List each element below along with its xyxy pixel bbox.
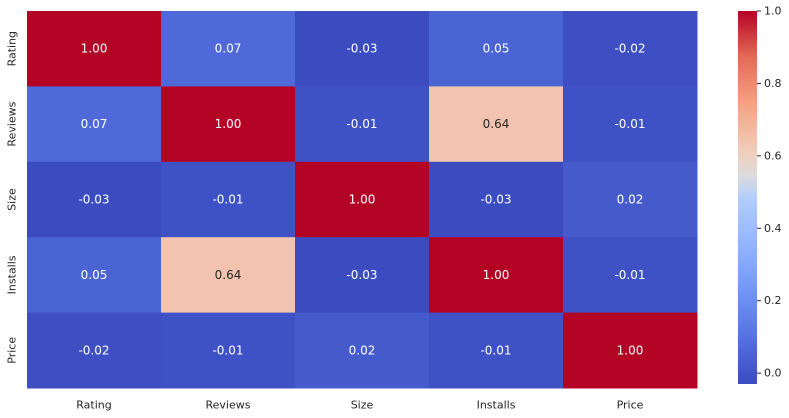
cell-value-label-0-0: 1.00 [81, 42, 108, 56]
heatmap-cell-0-1 [161, 11, 296, 87]
heatmap-cell-2-2 [295, 161, 430, 238]
heatmap-cell-2-1 [161, 161, 296, 238]
y-tick-label-2: Size [6, 188, 19, 211]
cell-value-label-3-0: 0.05 [81, 268, 108, 282]
cell-value-label-3-4: -0.01 [614, 268, 645, 282]
heatmap-cell-4-3 [429, 312, 564, 389]
colorbar-tick-label-5: 1.0 [764, 5, 782, 18]
heatmap-cell-1-3 [429, 86, 564, 163]
cell-value-label-0-4: -0.02 [614, 42, 645, 56]
heatmap-cell-4-4 [563, 312, 698, 389]
heatmap-cell-3-2 [295, 237, 430, 314]
y-tick-label-0: Rating [6, 31, 19, 66]
cell-value-label-0-1: 0.07 [215, 42, 242, 56]
cell-value-label-4-1: -0.01 [212, 343, 243, 357]
cell-value-label-2-4: 0.02 [617, 193, 644, 207]
y-tick-label-1: Reviews [6, 101, 19, 146]
cell-value-label-1-3: 0.64 [483, 117, 510, 131]
cell-value-label-3-2: -0.03 [346, 268, 377, 282]
heatmap-cell-1-2 [295, 86, 430, 163]
cell-value-label-3-3: 1.00 [483, 268, 510, 282]
colorbar-tick-label-2: 0.4 [764, 222, 782, 235]
x-axis-ticks: Rating Reviews Size Installs Price [76, 399, 643, 412]
cell-value-label-1-2: -0.01 [346, 117, 377, 131]
colorbar-tick-label-4: 0.8 [764, 77, 782, 90]
heatmap-cell-0-4 [563, 11, 698, 87]
colorbar: 0.0 0.2 0.4 0.6 0.8 1.0 [738, 5, 782, 384]
y-tick-label-4: Price [6, 337, 19, 364]
colorbar-tick-label-3: 0.6 [764, 149, 782, 162]
colorbar-tick-label-1: 0.2 [764, 294, 782, 307]
heatmap-cell-1-4 [563, 86, 698, 163]
x-tick-label-1: Reviews [206, 399, 251, 412]
cell-value-label-4-2: 0.02 [349, 343, 376, 357]
x-tick-label-2: Size [351, 399, 374, 412]
cell-value-label-4-0: -0.02 [78, 343, 109, 357]
heatmap-cell-2-3 [429, 161, 564, 238]
cell-value-label-3-1: 0.64 [215, 268, 242, 282]
x-tick-label-0: Rating [76, 399, 111, 412]
heatmap-cell-2-4 [563, 161, 698, 238]
heatmap-cells: 1.00 0.07 -0.03 0.05 -0.02 0.07 1.00 -0.01 0.64 -… [27, 11, 698, 389]
cell-value-label-2-2: 1.00 [349, 193, 376, 207]
heatmap-cell-1-1 [161, 86, 296, 163]
cell-value-label-4-3: -0.01 [480, 343, 511, 357]
cell-value-label-4-4: 1.00 [617, 343, 644, 357]
colorbar-gradient [738, 11, 757, 384]
heatmap-cell-2-0 [27, 161, 162, 238]
heatmap-cell-4-2 [295, 312, 430, 389]
y-tick-label-3: Installs [6, 255, 19, 294]
x-tick-label-3: Installs [477, 399, 516, 412]
cell-value-label-2-1: -0.01 [212, 193, 243, 207]
y-axis-ticks: Rating Reviews Size Installs Price [6, 31, 19, 364]
colorbar-tick-label-0: 0.0 [764, 367, 782, 380]
cell-value-label-0-2: -0.03 [346, 42, 377, 56]
cell-value-label-2-3: -0.03 [480, 193, 511, 207]
heatmap-cell-0-0 [27, 11, 162, 87]
cell-value-label-0-3: 0.05 [483, 42, 510, 56]
heatmap-cell-0-2 [295, 11, 430, 87]
cell-value-label-1-0: 0.07 [81, 117, 108, 131]
cell-value-label-1-4: -0.01 [614, 117, 645, 131]
heatmap-cell-1-0 [27, 86, 162, 163]
x-tick-label-4: Price [617, 399, 644, 412]
heatmap-cell-3-1 [161, 237, 296, 314]
heatmap-cell-4-1 [161, 312, 296, 389]
cell-value-label-2-0: -0.03 [78, 193, 109, 207]
heatmap-cell-0-3 [429, 11, 564, 87]
cell-value-label-1-1: 1.00 [215, 117, 242, 131]
heatmap-cell-3-0 [27, 237, 162, 314]
heatmap-cell-3-3 [429, 237, 564, 314]
heatmap-cell-3-4 [563, 237, 698, 314]
heatmap-cell-4-0 [27, 312, 162, 389]
